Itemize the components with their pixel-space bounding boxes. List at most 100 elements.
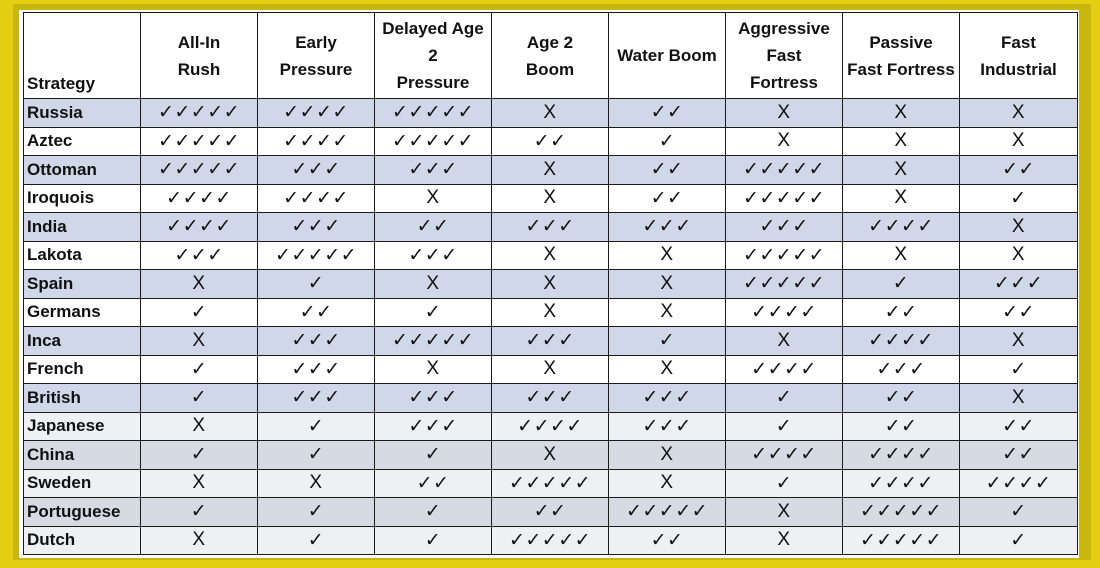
civ-name-cell: British — [23, 383, 141, 413]
rating-cell: X — [140, 269, 258, 299]
rating-cell: ✓ — [959, 354, 1078, 384]
header-fast-industrial: Fast Industrial — [959, 12, 1078, 99]
rating-cell: X — [725, 525, 843, 555]
header-passive-fast-fortress: Passive Fast Fortress — [842, 12, 960, 99]
header-age-2-boom: Age 2 Boom — [491, 12, 609, 99]
rating-cell: X — [959, 98, 1078, 128]
strategy-table: Strategy All-In Rush Early Pressure Delaye… — [23, 12, 1078, 555]
rating-cell: ✓ — [374, 497, 492, 527]
rating-cell: ✓✓✓✓✓ — [725, 269, 843, 299]
rating-cell: X — [608, 240, 726, 270]
rating-cell: ✓ — [374, 297, 492, 327]
table-row: Iroquois ✓✓✓✓ ✓✓✓✓ X X ✓✓ ✓✓✓✓✓ X ✓ — [23, 183, 1078, 213]
civ-name-cell: China — [23, 440, 141, 470]
rating-cell: X — [959, 326, 1078, 356]
rating-cell: ✓✓✓✓✓ — [374, 98, 492, 128]
rating-cell: ✓✓✓✓ — [842, 468, 960, 498]
rating-cell: ✓ — [608, 326, 726, 356]
rating-cell: X — [725, 497, 843, 527]
rating-cell: ✓✓✓✓ — [257, 98, 375, 128]
rating-cell: ✓ — [140, 297, 258, 327]
civ-name-cell: Dutch — [23, 525, 141, 555]
rating-cell: ✓✓✓✓ — [842, 440, 960, 470]
rating-cell: X — [842, 240, 960, 270]
header-early-pressure: Early Pressure — [257, 12, 375, 99]
rating-cell: ✓✓✓ — [842, 354, 960, 384]
rating-cell: ✓✓✓✓✓ — [140, 155, 258, 185]
rating-cell: ✓✓✓ — [491, 212, 609, 242]
rating-cell: X — [374, 269, 492, 299]
rating-cell: X — [959, 212, 1078, 242]
header-aggressive-fast-fortress: Aggressive Fast Fortress — [725, 12, 843, 99]
rating-cell: ✓✓ — [959, 440, 1078, 470]
rating-cell: ✓✓✓ — [374, 411, 492, 441]
rating-cell: ✓ — [842, 269, 960, 299]
table-row: Russia ✓✓✓✓✓ ✓✓✓✓ ✓✓✓✓✓ X ✓✓ X X X — [23, 98, 1078, 128]
rating-cell: ✓✓✓✓ — [725, 440, 843, 470]
rating-cell: X — [608, 468, 726, 498]
header-all-in-rush: All-In Rush — [140, 12, 258, 99]
rating-cell: ✓✓✓✓ — [257, 126, 375, 156]
rating-cell: ✓✓✓ — [257, 212, 375, 242]
rating-cell: ✓ — [725, 468, 843, 498]
rating-cell: X — [959, 240, 1078, 270]
rating-cell: X — [374, 354, 492, 384]
rating-cell: ✓✓✓✓ — [257, 183, 375, 213]
rating-cell: ✓✓✓ — [257, 354, 375, 384]
civ-name-cell: Russia — [23, 98, 141, 128]
header-row: Strategy All-In Rush Early Pressure Delaye… — [23, 12, 1078, 99]
rating-cell: ✓✓✓ — [257, 155, 375, 185]
table-body: Russia ✓✓✓✓✓ ✓✓✓✓ ✓✓✓✓✓ X ✓✓ X X X Aztec ✓✓✓✓✓ ✓✓✓✓… — [23, 98, 1078, 555]
rating-cell: ✓✓✓✓✓ — [257, 240, 375, 270]
rating-cell: X — [608, 297, 726, 327]
civ-name-cell: Japanese — [23, 411, 141, 441]
rating-cell: ✓✓✓ — [608, 411, 726, 441]
rating-cell: ✓ — [725, 411, 843, 441]
rating-cell: X — [842, 183, 960, 213]
table-row: Aztec ✓✓✓✓✓ ✓✓✓✓ ✓✓✓✓✓ ✓✓ ✓ X X X — [23, 126, 1078, 156]
rating-cell: ✓ — [257, 411, 375, 441]
rating-cell: ✓✓ — [374, 468, 492, 498]
rating-cell: ✓✓✓ — [257, 326, 375, 356]
rating-cell: ✓✓✓✓ — [842, 326, 960, 356]
rating-cell: ✓ — [257, 525, 375, 555]
rating-cell: X — [257, 468, 375, 498]
table-row: India ✓✓✓✓ ✓✓✓ ✓✓ ✓✓✓ ✓✓✓ ✓✓✓ ✓✓✓✓ X — [23, 212, 1078, 242]
table-row: British ✓ ✓✓✓ ✓✓✓ ✓✓✓ ✓✓✓ ✓ ✓✓ X — [23, 383, 1078, 413]
rating-cell: X — [140, 468, 258, 498]
rating-cell: ✓✓✓ — [491, 383, 609, 413]
rating-cell: X — [491, 183, 609, 213]
rating-cell: ✓ — [959, 525, 1078, 555]
rating-cell: ✓✓ — [842, 297, 960, 327]
table-row: Portuguese ✓ ✓ ✓ ✓✓ ✓✓✓✓✓ X ✓✓✓✓✓ ✓ — [23, 497, 1078, 527]
rating-cell: X — [491, 269, 609, 299]
civ-name-cell: Inca — [23, 326, 141, 356]
rating-cell: ✓✓✓ — [959, 269, 1078, 299]
rating-cell: X — [491, 98, 609, 128]
table-row: Japanese X ✓ ✓✓✓ ✓✓✓✓ ✓✓✓ ✓ ✓✓ ✓✓ — [23, 411, 1078, 441]
rating-cell: X — [491, 354, 609, 384]
civ-name-cell: Aztec — [23, 126, 141, 156]
civ-name-cell: Sweden — [23, 468, 141, 498]
rating-cell: ✓✓✓✓✓ — [140, 98, 258, 128]
table-row: Inca X ✓✓✓ ✓✓✓✓✓ ✓✓✓ ✓ X ✓✓✓✓ X — [23, 326, 1078, 356]
civ-name-cell: Ottoman — [23, 155, 141, 185]
rating-cell: ✓✓✓ — [257, 383, 375, 413]
header-delayed-age-2-pressure: Delayed Age 2 Pressure — [374, 12, 492, 99]
rating-cell: ✓ — [959, 183, 1078, 213]
civ-name-cell: Germans — [23, 297, 141, 327]
rating-cell: ✓✓ — [257, 297, 375, 327]
civ-name-cell: Lakota — [23, 240, 141, 270]
rating-cell: ✓✓✓✓✓ — [491, 468, 609, 498]
rating-cell: X — [140, 326, 258, 356]
rating-cell: ✓✓✓ — [374, 240, 492, 270]
rating-cell: ✓ — [257, 269, 375, 299]
rating-cell: X — [374, 183, 492, 213]
rating-cell: ✓✓✓✓ — [725, 354, 843, 384]
table-row: China ✓ ✓ ✓ X X ✓✓✓✓ ✓✓✓✓ ✓✓ — [23, 440, 1078, 470]
rating-cell: ✓✓✓✓✓ — [374, 126, 492, 156]
rating-cell: X — [491, 297, 609, 327]
rating-cell: ✓ — [374, 440, 492, 470]
rating-cell: ✓✓✓✓✓ — [725, 240, 843, 270]
rating-cell: ✓✓✓✓ — [842, 212, 960, 242]
